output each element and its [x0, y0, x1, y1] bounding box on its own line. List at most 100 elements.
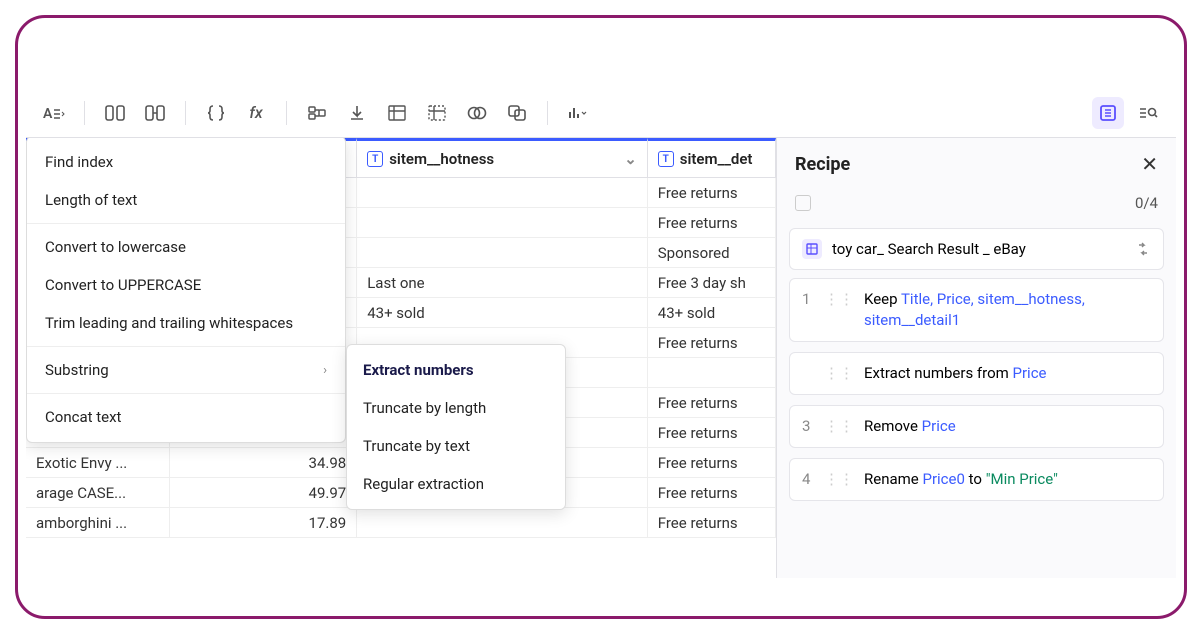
step-number: 1: [802, 289, 814, 331]
cell[interactable]: Free returns: [648, 508, 776, 537]
refresh-icon[interactable]: [1135, 241, 1151, 257]
separator: [185, 101, 186, 125]
cell[interactable]: 17.89: [170, 508, 357, 537]
data-grid: T sitem__hotness ⌄ T sitem__det Free ret…: [26, 138, 776, 578]
menu-length-of-text[interactable]: Length of text: [27, 181, 345, 219]
cell[interactable]: Free returns: [648, 418, 776, 447]
menu-separator: [27, 223, 345, 224]
step-text: Extract numbers from Price: [864, 363, 1151, 384]
substring-submenu: Extract numbers Truncate by length Trunc…: [346, 344, 566, 510]
step-number: 3: [802, 416, 814, 437]
join-icon[interactable]: [461, 97, 493, 129]
cell[interactable]: arage CASE...: [26, 478, 170, 507]
cell[interactable]: Exotic Envy ...: [26, 448, 170, 477]
menu-trim-whitespace[interactable]: Trim leading and trailing whitespaces: [27, 304, 345, 342]
menu-separator: [27, 393, 345, 394]
chart-dropdown-icon[interactable]: [562, 97, 594, 129]
unpivot-icon[interactable]: [421, 97, 453, 129]
step-text: Rename Price0 to "Min Price": [864, 469, 1151, 490]
cell[interactable]: 43+ sold: [357, 298, 648, 327]
recipe-step[interactable]: 3 ⋮⋮ Remove Price: [789, 405, 1164, 448]
text-transform-menu: Find index Length of text Convert to low…: [26, 138, 346, 443]
menu-separator: [27, 346, 345, 347]
app-window: A fx: [26, 88, 1176, 578]
column-name: sitem__hotness: [389, 150, 494, 168]
menu-find-index[interactable]: Find index: [27, 143, 345, 181]
dataset-icon: [802, 239, 822, 259]
close-icon[interactable]: ✕: [1141, 152, 1158, 176]
text-transform-dropdown[interactable]: A: [38, 97, 70, 129]
cell[interactable]: Free returns: [648, 328, 776, 357]
cell[interactable]: [357, 238, 648, 267]
select-all-checkbox[interactable]: [795, 195, 811, 211]
type-badge-icon: T: [367, 151, 383, 167]
drag-handle-icon[interactable]: ⋮⋮: [824, 363, 854, 384]
recipe-panel: Recipe ✕ 0/4 toy car_ Search Result _ eB…: [776, 138, 1176, 578]
fx-icon[interactable]: fx: [240, 97, 272, 129]
union-icon[interactable]: [501, 97, 533, 129]
pivot-icon[interactable]: [381, 97, 413, 129]
cell[interactable]: Sponsored: [648, 238, 776, 267]
separator: [84, 101, 85, 125]
recipe-counter: 0/4: [1135, 194, 1158, 212]
menu-uppercase[interactable]: Convert to UPPERCASE: [27, 266, 345, 304]
separator: [286, 101, 287, 125]
drag-handle-icon[interactable]: ⋮⋮: [824, 416, 854, 437]
chevron-down-icon[interactable]: ⌄: [624, 150, 637, 168]
step-text: Keep Title, Price, sitem__hotness, sitem…: [864, 289, 1151, 331]
cell[interactable]: [648, 358, 776, 387]
column-header-hotness[interactable]: T sitem__hotness ⌄: [357, 138, 648, 177]
recipe-title: Recipe: [795, 154, 850, 175]
step-text: Remove Price: [864, 416, 1151, 437]
main-area: T sitem__hotness ⌄ T sitem__det Free ret…: [26, 138, 1176, 578]
cell[interactable]: 34.98: [170, 448, 357, 477]
merge-columns-icon[interactable]: [139, 97, 171, 129]
cell[interactable]: [357, 208, 648, 237]
braces-icon[interactable]: [200, 97, 232, 129]
cell[interactable]: Free returns: [648, 178, 776, 207]
submenu-regular-extraction[interactable]: Regular extraction: [347, 465, 565, 503]
column-header-detail[interactable]: T sitem__det: [648, 138, 776, 177]
column-name: sitem__det: [680, 150, 753, 168]
table-row[interactable]: amborghini ...17.89 Free returns: [26, 508, 776, 538]
cell[interactable]: Free returns: [648, 388, 776, 417]
cell[interactable]: Free returns: [648, 478, 776, 507]
cell[interactable]: Free returns: [648, 208, 776, 237]
drag-handle-icon[interactable]: ⋮⋮: [824, 289, 854, 331]
submenu-truncate-length[interactable]: Truncate by length: [347, 389, 565, 427]
search-detail-icon[interactable]: [1132, 97, 1164, 129]
recipe-panel-toggle[interactable]: [1092, 97, 1124, 129]
recipe-step[interactable]: 4 ⋮⋮ Rename Price0 to "Min Price": [789, 458, 1164, 501]
toolbar: A fx: [26, 88, 1176, 138]
menu-substring[interactable]: Substring ›: [27, 351, 345, 389]
recipe-step[interactable]: 1⋮⋮Keep Title, Price, sitem__hotness, si…: [789, 278, 1164, 342]
cell[interactable]: 49.97: [170, 478, 357, 507]
cell[interactable]: 43+ sold: [648, 298, 776, 327]
recipe-header: Recipe ✕: [777, 138, 1176, 186]
menu-concat-text[interactable]: Concat text: [27, 398, 345, 436]
group-icon[interactable]: [301, 97, 333, 129]
cell[interactable]: amborghini ...: [26, 508, 170, 537]
submenu-truncate-text[interactable]: Truncate by text: [347, 427, 565, 465]
submenu-extract-numbers[interactable]: Extract numbers: [347, 351, 565, 389]
frame: A fx: [15, 15, 1187, 619]
recipe-source[interactable]: toy car_ Search Result _ eBay: [789, 228, 1164, 270]
cell[interactable]: Last one: [357, 268, 648, 297]
fill-icon[interactable]: [341, 97, 373, 129]
source-name: toy car_ Search Result _ eBay: [832, 240, 1026, 258]
menu-lowercase[interactable]: Convert to lowercase: [27, 228, 345, 266]
recipe-step[interactable]: ⋮⋮ Extract numbers from Price: [789, 352, 1164, 395]
split-columns-icon[interactable]: [99, 97, 131, 129]
cell[interactable]: [357, 178, 648, 207]
recipe-counter-row: 0/4: [777, 186, 1176, 220]
menu-label: Substring: [45, 361, 109, 379]
drag-handle-icon[interactable]: ⋮⋮: [824, 469, 854, 490]
step-number: 4: [802, 469, 814, 490]
separator: [547, 101, 548, 125]
cell[interactable]: Free returns: [648, 448, 776, 477]
svg-text:A: A: [43, 106, 53, 122]
cell[interactable]: Free 3 day sh: [648, 268, 776, 297]
step-number: [802, 363, 814, 384]
recipe-steps: 1⋮⋮Keep Title, Price, sitem__hotness, si…: [777, 278, 1176, 511]
cell[interactable]: [357, 508, 648, 537]
